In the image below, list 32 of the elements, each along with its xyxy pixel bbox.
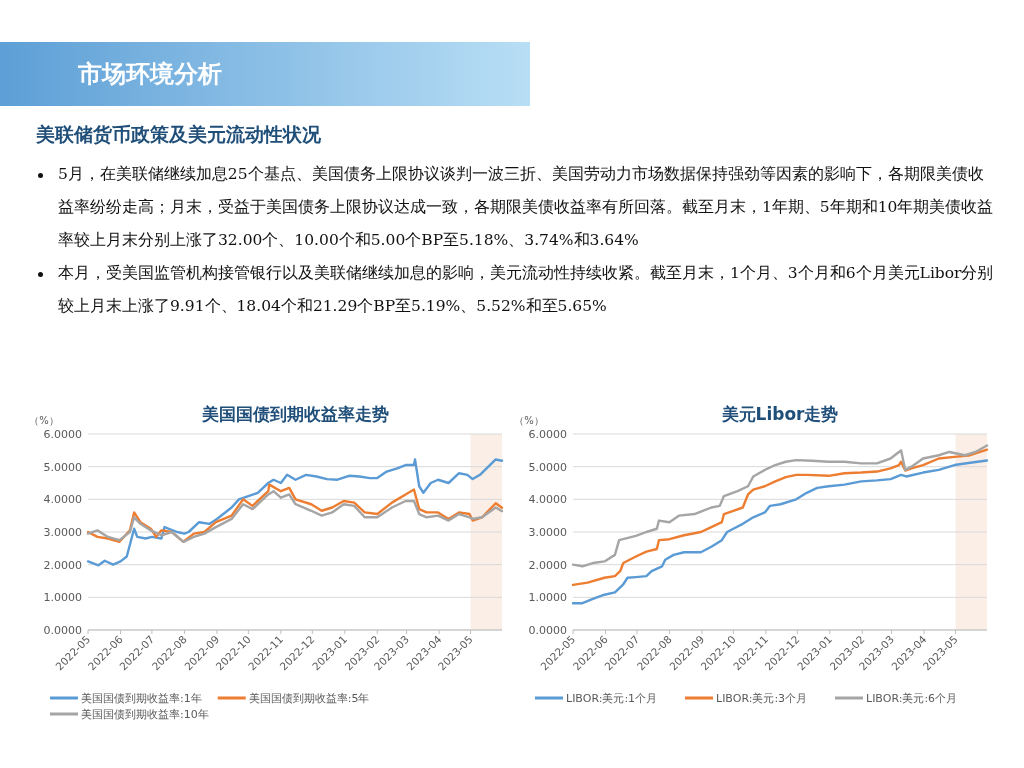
y-tick-label: 3.0000 [528, 526, 567, 539]
y-tick-label: 4.0000 [43, 493, 82, 507]
y-tick-label: 6.0000 [43, 428, 82, 441]
y-tick-label: 2.0000 [528, 558, 567, 572]
text: 5月，在美联储继续加息25个基点、美国债务上限协议谈判一波三折、美国劳动力市场数据保持强劲等因素的影响下，各期限美债收益率纷纷走高；月末，受益于美国债务上限协议达成一致，各期限美债收益率有所回落。截至月末，1年期、5年期和10年期美债收益率较上月末分别上涨了32.00个、10.00个和5.00个BP至5.18%、3.74%和3.64% [58, 165, 994, 249]
y-tick-label: 5.0000 [43, 460, 82, 474]
y-tick-label: 2.0000 [43, 558, 82, 572]
line-series [86, 458, 504, 567]
y-axis-title: （%） [29, 415, 59, 426]
text: 本月，受美国监管机构接管银行以及美联储继续加息的影响，美元流动性持续收紧。截至月末，1个月、3个月和6个月美元Libor分别较上月末上涨了9.91个、18.04个和21.29个BP至5.19%、5.52%和至5.65% [58, 264, 994, 315]
y-tick-label: 6.0000 [528, 428, 567, 441]
text: 美联储货币政策及美元流动性状况 [36, 122, 321, 147]
y-tick-label: 3.0000 [43, 526, 82, 539]
y-tick-label: 1.0000 [528, 591, 567, 605]
chart-title: 美国国债到期收益率走势 [200, 404, 389, 424]
y-tick-label: 1.0000 [43, 591, 82, 605]
legend-label: LIBOR:美元:3个月 [716, 692, 808, 705]
legend-label: 美国国债到期收益率:10年 [81, 708, 209, 721]
y-axis-title: （%） [514, 415, 544, 426]
line-series [571, 448, 989, 587]
text: 市场环境分析 [0, 42, 530, 106]
legend-label: 美国国债到期收益率:1年 [81, 692, 202, 705]
y-tick-label: 5.0000 [528, 460, 567, 474]
legend-label: LIBOR:美元:1个月 [566, 692, 658, 705]
chart-title: 美元Libor走势 [720, 404, 839, 424]
y-tick-label: 0.0000 [528, 624, 567, 637]
legend-label: 美国国债到期收益率:5年 [248, 692, 370, 705]
legend-label: LIBOR:美元:6个月 [866, 692, 958, 705]
y-tick-label: 4.0000 [528, 493, 567, 507]
line-series [571, 444, 989, 568]
y-tick-label: 0.0000 [43, 624, 82, 637]
line-series [571, 459, 989, 605]
